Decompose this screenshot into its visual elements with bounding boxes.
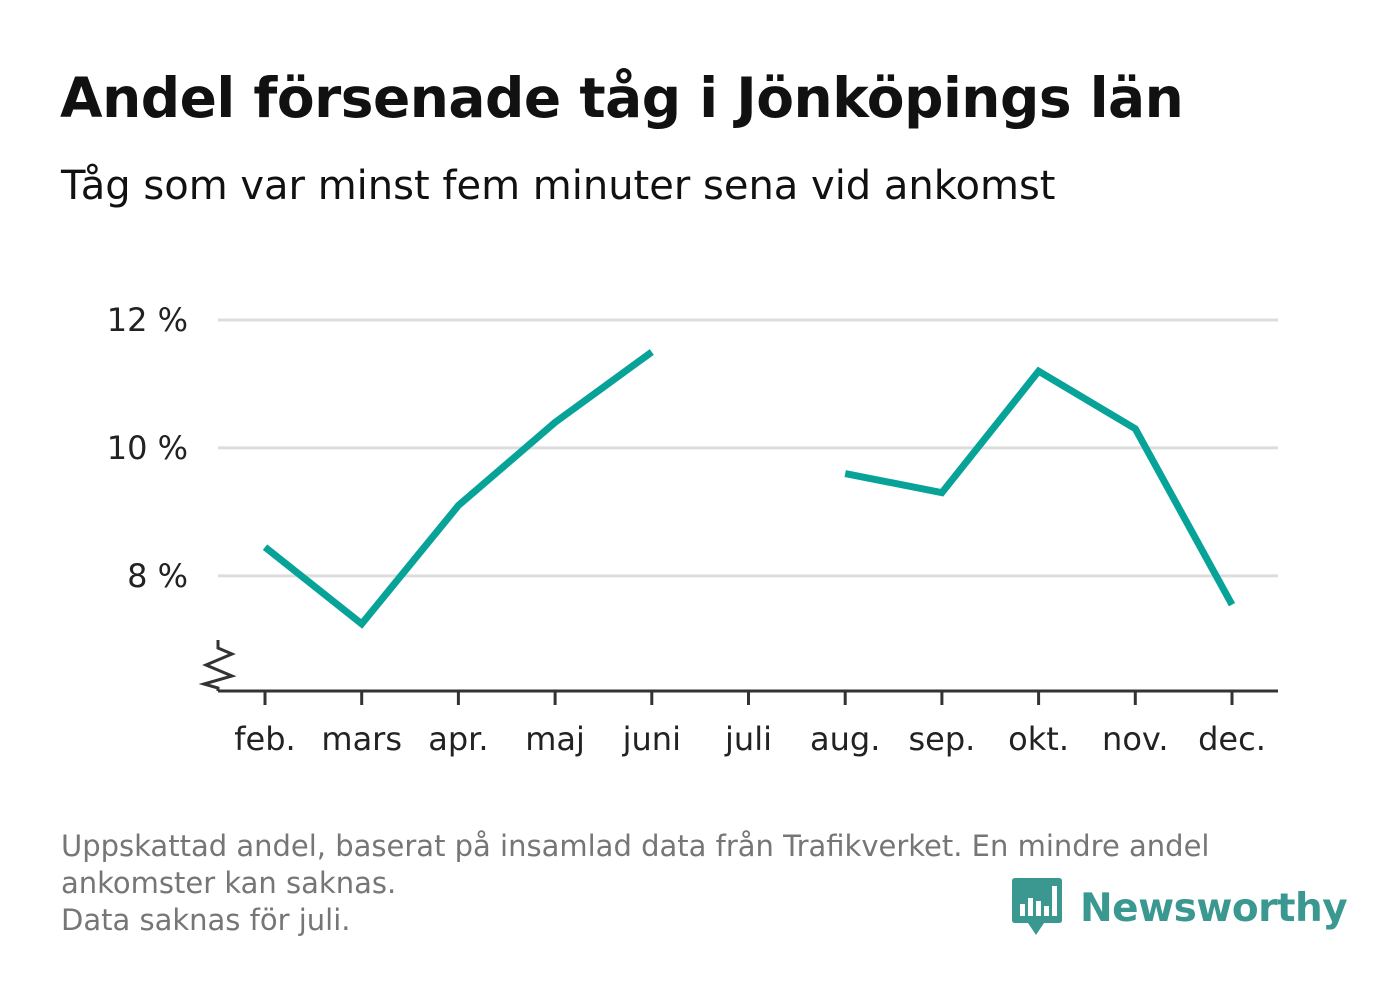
chart-title: Andel försenade tåg i Jönköpings län xyxy=(60,66,1184,130)
y-tick-label: 12 % xyxy=(107,301,188,339)
line-chart: 8 % 10 % 12 % feb. mars apr. maj juni juli aug. s… xyxy=(107,301,1278,758)
x-tick-label: apr. xyxy=(428,720,488,758)
series-line-segment xyxy=(844,366,1236,607)
x-tick-label: mars xyxy=(321,720,402,758)
series-line-segment xyxy=(262,349,654,629)
footnote-line-3: Data saknas för juli. xyxy=(61,903,351,937)
x-tick-label: juli xyxy=(724,720,772,758)
y-axis-labels: 8 % 10 % 12 % xyxy=(107,301,188,595)
x-tick-label: juni xyxy=(622,720,681,758)
brand-name: Newsworthy xyxy=(1080,885,1348,931)
gridlines xyxy=(218,318,1278,578)
y-tick-label: 8 % xyxy=(127,557,188,595)
axis-break-marker xyxy=(198,640,237,691)
x-tick-label: nov. xyxy=(1102,720,1168,758)
newsworthy-logo: Newsworthy xyxy=(1012,878,1348,938)
x-axis-labels: feb. mars apr. maj juni juli aug. sep. okt. nov. d… xyxy=(234,720,1266,758)
y-tick-label: 10 % xyxy=(107,429,188,467)
chart-subtitle: Tåg som var minst fem minuter sena vid a… xyxy=(61,163,1056,209)
series-lines xyxy=(262,349,1236,629)
x-axis xyxy=(198,640,1278,705)
x-tick-label: dec. xyxy=(1198,720,1266,758)
footnote-line-1: Uppskattad andel, baserat på insamlad da… xyxy=(61,829,1210,863)
x-tick-label: aug. xyxy=(810,720,880,758)
footnote-line-2: ankomster kan saknas. xyxy=(61,866,397,900)
x-tick-label: sep. xyxy=(908,720,975,758)
x-tick-label: feb. xyxy=(234,720,295,758)
x-tick-label: okt. xyxy=(1008,720,1069,758)
x-tick-label: maj xyxy=(525,720,585,758)
bar-chart-speech-bubble-icon xyxy=(1012,878,1062,935)
footnote: Uppskattad andel, baserat på insamlad da… xyxy=(61,828,1341,939)
